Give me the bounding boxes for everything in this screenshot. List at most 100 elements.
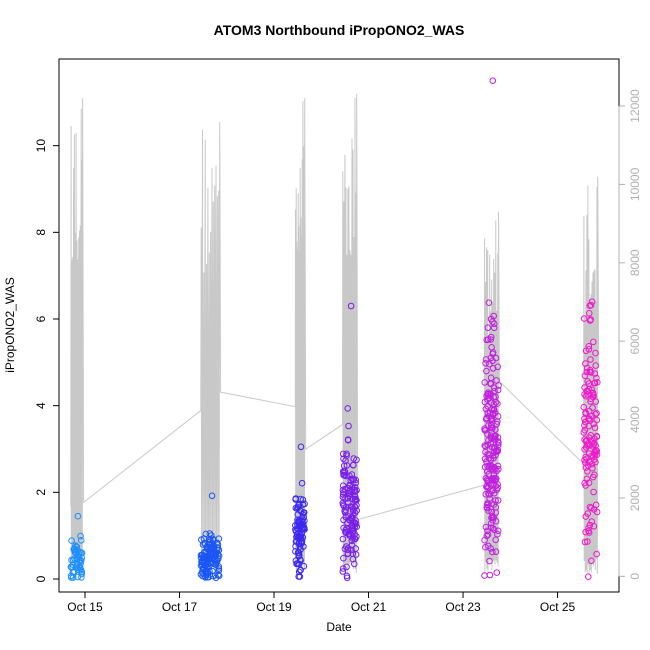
data-point — [295, 573, 303, 580]
data-point — [481, 425, 488, 432]
data-point — [69, 556, 77, 564]
data-point — [490, 526, 498, 534]
data-point — [484, 531, 492, 538]
data-point — [581, 384, 588, 391]
data-point — [583, 368, 591, 376]
data-point — [591, 448, 599, 456]
data-point — [585, 380, 593, 387]
data-point — [300, 509, 308, 516]
data-point — [342, 529, 350, 537]
data-point — [589, 390, 597, 397]
data-point — [490, 401, 498, 408]
data-point — [489, 525, 497, 532]
data-point — [68, 537, 75, 544]
data-point — [340, 554, 347, 562]
data-point — [484, 501, 491, 509]
data-point — [581, 415, 588, 423]
data-point — [593, 410, 600, 417]
data-point — [484, 336, 492, 343]
data-point — [483, 482, 491, 490]
data-point — [592, 362, 600, 369]
data-point — [493, 486, 501, 494]
data-point — [343, 574, 351, 582]
data-point — [352, 535, 359, 543]
data-point — [586, 441, 594, 449]
data-point — [589, 464, 596, 472]
data-point — [483, 367, 490, 375]
data-point — [297, 557, 304, 564]
data-point — [490, 324, 498, 332]
altitude-trace — [70, 94, 600, 575]
chart-title: ATOM3 Northbound iPropONO2_WAS — [214, 22, 465, 38]
data-point — [493, 467, 500, 475]
data-point — [589, 393, 596, 400]
data-point — [348, 541, 356, 549]
data-point — [215, 567, 223, 575]
data-point — [74, 573, 81, 581]
data-point — [299, 496, 307, 504]
data-point — [73, 543, 80, 550]
data-point — [350, 512, 357, 519]
data-point — [494, 497, 502, 504]
data-point — [343, 450, 350, 458]
data-point — [339, 493, 347, 501]
data-point — [489, 350, 497, 358]
data-point — [585, 310, 593, 317]
data-point — [588, 298, 596, 306]
data-point — [215, 565, 223, 572]
data-point — [214, 551, 222, 558]
data-point — [351, 503, 359, 511]
data-point — [486, 360, 493, 368]
data-point — [582, 360, 589, 367]
y2-tick-label: 0 — [628, 573, 642, 580]
data-point — [586, 417, 594, 424]
data-point — [348, 546, 355, 554]
data-point — [348, 486, 356, 493]
data-point — [342, 526, 350, 534]
data-point — [492, 536, 500, 544]
x-tick-label: Oct 23 — [445, 600, 481, 614]
x-axis-label: Date — [326, 620, 352, 634]
data-point — [582, 409, 589, 416]
data-point — [585, 346, 593, 353]
data-point — [485, 464, 493, 471]
data-point — [492, 432, 499, 440]
data-point — [295, 568, 303, 576]
data-point — [78, 549, 86, 557]
data-point — [78, 554, 86, 562]
data-point — [490, 320, 498, 328]
data-point — [350, 455, 358, 462]
x-tick-label: Oct 19 — [256, 600, 292, 614]
data-point — [486, 557, 493, 565]
data-point — [296, 535, 304, 543]
data-point — [492, 517, 500, 525]
data-point — [588, 557, 595, 565]
y2-tick-label: 6000 — [628, 328, 642, 355]
data-point — [77, 537, 85, 544]
data-point — [482, 356, 490, 363]
data-point — [293, 531, 301, 538]
y-tick-label: 2 — [34, 489, 48, 496]
y-tick-label: 6 — [34, 315, 48, 322]
data-point — [489, 357, 496, 365]
data-point — [343, 563, 350, 571]
data-point — [483, 414, 490, 422]
data-point — [482, 474, 490, 482]
data-point — [491, 409, 499, 417]
data-point — [492, 548, 500, 556]
data-point — [297, 443, 305, 451]
data-point — [482, 448, 489, 456]
data-point — [78, 570, 86, 578]
data-point — [491, 448, 498, 456]
data-point — [493, 569, 501, 576]
data-point — [581, 422, 588, 429]
data-point — [296, 543, 304, 550]
data-point — [483, 504, 491, 512]
data-point — [344, 546, 352, 554]
data-point — [339, 535, 347, 543]
data-point — [488, 475, 496, 483]
y2-tick-label: 10000 — [628, 167, 642, 201]
data-point — [72, 542, 79, 549]
data-point — [69, 569, 77, 576]
data-point — [341, 507, 348, 515]
